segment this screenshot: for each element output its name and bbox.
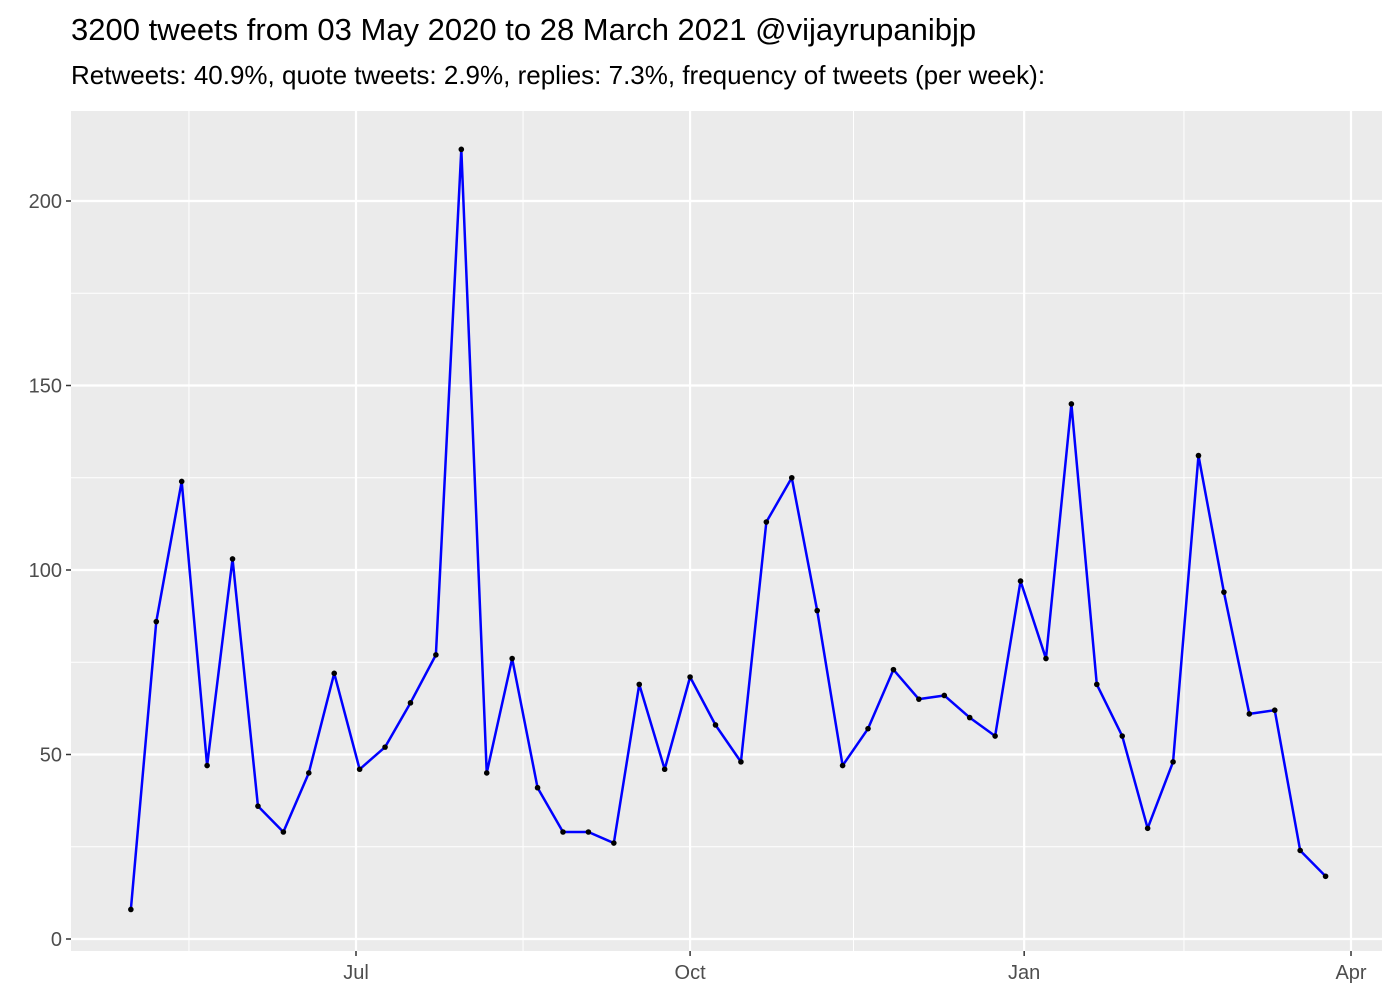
data-point (788, 474, 795, 481)
data-point (865, 725, 871, 732)
data-point (509, 655, 515, 662)
series-line (129, 148, 1327, 910)
data-point (356, 766, 363, 773)
y-tick-label: 150 (29, 376, 62, 398)
data-point (1246, 711, 1253, 717)
data-point (712, 722, 719, 728)
data-point (763, 519, 770, 525)
data-point (738, 759, 744, 765)
data-point (916, 696, 922, 702)
chart-subtitle: Retweets: 40.9%, quote tweets: 2.9%, rep… (71, 60, 1046, 90)
data-point (407, 700, 414, 706)
data-point (1170, 759, 1176, 765)
data-point (153, 618, 160, 625)
data-point (839, 762, 846, 769)
data-point (382, 744, 388, 750)
data-point (1221, 589, 1227, 595)
data-point (560, 829, 566, 835)
plot-background (71, 111, 1382, 951)
y-tick-label: 100 (29, 560, 62, 582)
data-point (331, 670, 338, 677)
data-point (178, 478, 185, 485)
chart-title: 3200 tweets from 03 May 2020 to 28 March… (71, 12, 977, 47)
data-point (1043, 655, 1049, 662)
data-point (433, 652, 439, 658)
data-point (585, 829, 592, 835)
data-point (305, 770, 312, 776)
x-tick-label: Jan (1008, 962, 1040, 984)
data-point (966, 714, 973, 721)
data-point (280, 829, 287, 835)
data-point (890, 666, 897, 673)
data-point (941, 692, 948, 699)
y-tick-label: 0 (51, 929, 62, 951)
y-tick-label: 200 (29, 191, 62, 213)
data-point (661, 766, 668, 773)
data-point (255, 803, 261, 809)
x-tick-label: Apr (1335, 962, 1366, 984)
data-point (1017, 578, 1024, 584)
data-point (1144, 825, 1151, 832)
data-point (204, 762, 210, 769)
data-point (992, 733, 998, 739)
x-tick-label: Oct (675, 962, 707, 984)
data-point (1322, 873, 1329, 880)
y-tick-label: 50 (40, 745, 62, 767)
data-point (611, 840, 617, 846)
data-point (814, 607, 820, 614)
data-point (636, 681, 643, 688)
data-point (483, 770, 490, 776)
data-point (1271, 707, 1278, 714)
data-point (1195, 452, 1202, 459)
data-point (1119, 733, 1126, 739)
x-tick-label: Jul (343, 962, 369, 984)
data-point (229, 556, 236, 562)
data-point (1094, 681, 1100, 688)
data-point (1297, 847, 1303, 854)
data-point (1068, 401, 1075, 407)
data-point (534, 784, 541, 791)
data-point (128, 906, 134, 913)
data-point (458, 146, 465, 153)
data-point (687, 674, 693, 680)
